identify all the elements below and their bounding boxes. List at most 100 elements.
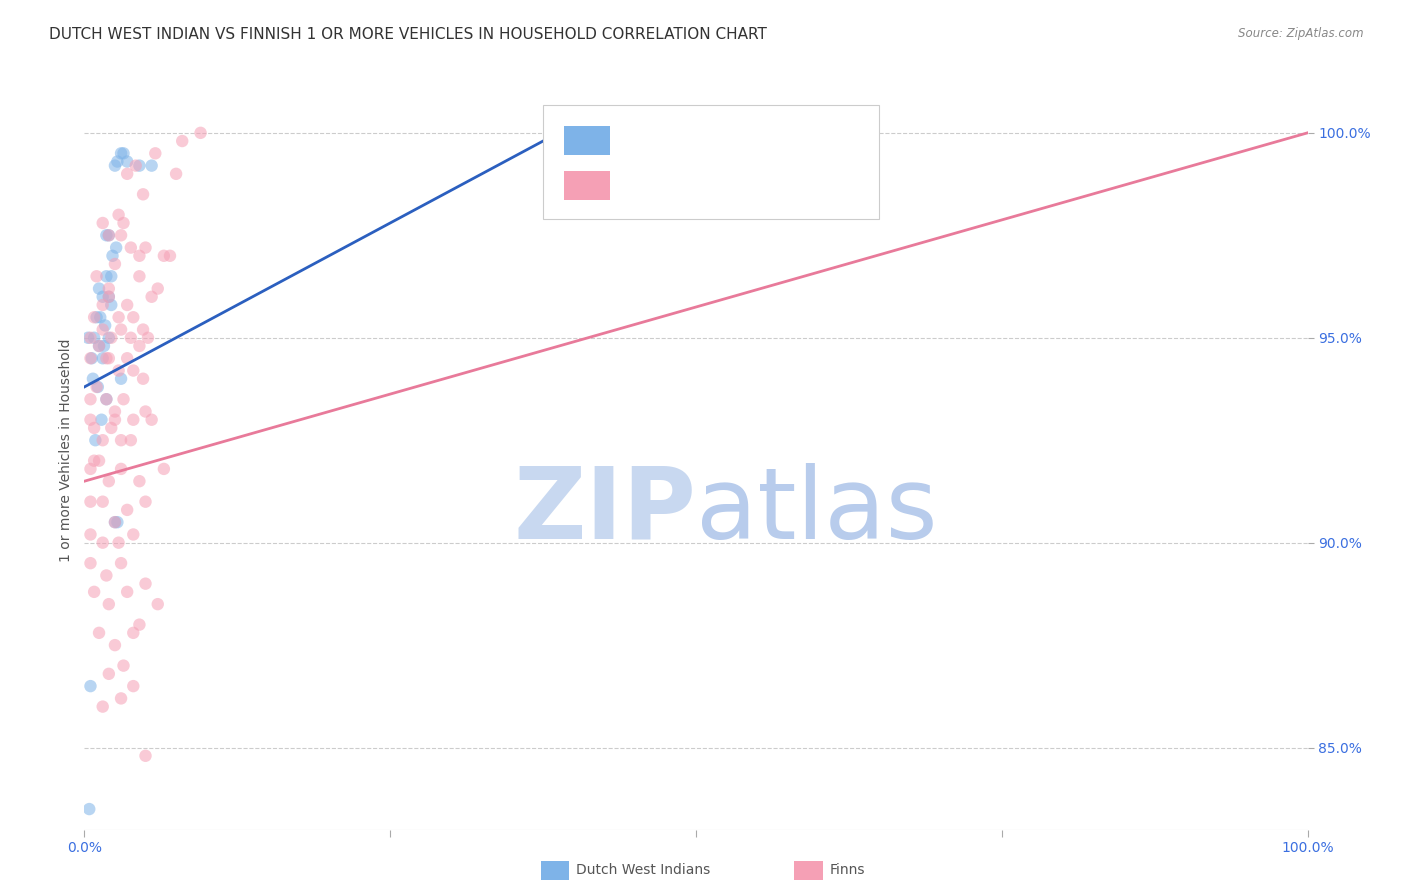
Point (96, 351, 118, 366)
Point (77, 331, 100, 345)
Text: R =  0.417: R = 0.417 (626, 178, 711, 193)
Point (97, 474, 120, 488)
Point (83, 421, 105, 435)
Point (97, 290, 120, 304)
Point (122, 363, 145, 377)
Point (128, 159, 150, 173)
Point (104, 404, 127, 418)
Point (115, 585, 138, 599)
Point (97, 282, 120, 296)
Point (90, 413, 112, 427)
Point (120, 241, 142, 255)
Text: N = 95: N = 95 (763, 178, 820, 193)
Point (104, 515, 127, 529)
Point (83, 585, 105, 599)
Point (77, 802, 100, 816)
Text: R = 0.500: R = 0.500 (626, 132, 706, 147)
Point (128, 474, 150, 488)
Point (136, 331, 159, 345)
Point (93, 339, 115, 353)
Point (110, 322, 132, 336)
FancyBboxPatch shape (543, 105, 880, 219)
Text: DUTCH WEST INDIAN VS FINNISH 1 OR MORE VEHICLES IN HOUSEHOLD CORRELATION CHART: DUTCH WEST INDIAN VS FINNISH 1 OR MORE V… (49, 27, 768, 42)
Point (110, 556, 132, 570)
Point (115, 167, 138, 181)
Point (107, 363, 129, 377)
Point (96, 392, 118, 407)
Text: N = 37: N = 37 (763, 132, 820, 147)
Point (86, 269, 108, 284)
Point (80, 351, 103, 366)
Point (87, 282, 110, 296)
Point (112, 658, 135, 673)
Bar (564, 126, 610, 155)
Point (135, 494, 157, 508)
Point (100, 331, 122, 345)
Point (86, 380, 108, 394)
Point (135, 241, 157, 255)
Point (105, 515, 128, 529)
Point (97, 331, 120, 345)
Point (96, 392, 118, 407)
Point (110, 146, 132, 161)
Text: Dutch West Indians: Dutch West Indians (576, 863, 710, 877)
Point (112, 146, 135, 161)
Text: ZIP: ZIP (513, 463, 696, 559)
Point (172, 134, 194, 148)
Point (79, 331, 101, 345)
Point (96, 228, 118, 243)
Point (91, 216, 114, 230)
Point (104, 159, 127, 173)
Point (87, 380, 110, 394)
Point (91, 351, 114, 366)
Point (132, 187, 155, 202)
Point (120, 331, 142, 345)
Point (165, 167, 187, 181)
Point (132, 372, 155, 386)
Point (141, 413, 163, 427)
Point (79, 527, 101, 541)
Point (146, 282, 169, 296)
Point (97, 351, 120, 366)
Point (83, 310, 105, 325)
Point (135, 404, 157, 418)
Point (97, 228, 120, 243)
Point (107, 310, 129, 325)
Point (104, 515, 127, 529)
Point (87, 625, 110, 640)
Point (87, 339, 110, 353)
Point (101, 249, 124, 263)
Point (122, 310, 145, 325)
Point (91, 434, 114, 448)
Point (83, 331, 105, 345)
Point (112, 216, 135, 230)
Point (104, 638, 127, 652)
Point (115, 503, 138, 517)
Point (110, 691, 132, 706)
Point (143, 146, 166, 161)
Point (110, 372, 132, 386)
Point (100, 269, 122, 284)
Point (122, 527, 145, 541)
Point (97, 666, 120, 681)
Point (115, 351, 138, 366)
Point (115, 154, 138, 169)
Point (87, 339, 110, 353)
Point (128, 339, 150, 353)
Text: Finns: Finns (830, 863, 865, 877)
Text: Source: ZipAtlas.com: Source: ZipAtlas.com (1239, 27, 1364, 40)
Point (79, 392, 101, 407)
Point (97, 228, 120, 243)
Point (125, 159, 148, 173)
Point (96, 269, 118, 284)
Point (122, 625, 145, 640)
Point (141, 290, 163, 304)
Point (94, 318, 117, 333)
Point (128, 617, 150, 632)
Point (79, 556, 101, 570)
Point (132, 322, 155, 336)
Point (79, 413, 101, 427)
Point (79, 494, 101, 508)
Point (89, 310, 111, 325)
Point (91, 298, 114, 312)
